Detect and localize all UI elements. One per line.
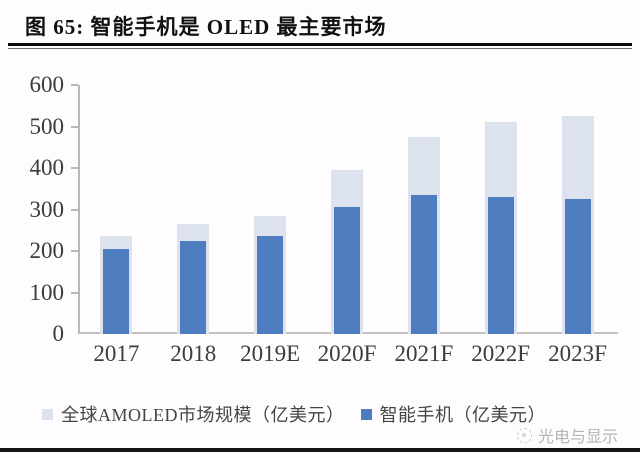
y-axis-tick: [71, 208, 78, 211]
y-axis-label: 100: [29, 279, 65, 305]
y-axis-label: 300: [29, 196, 65, 222]
bar-smartphone: [410, 194, 437, 334]
figure-title: 图 65: 智能手机是 OLED 最主要市场: [25, 15, 387, 39]
bar-smartphone: [334, 207, 360, 334]
watermark-text: 光电与显示: [537, 429, 618, 446]
x-axis-label: 2018: [170, 341, 217, 366]
legend-label: 智能手机（亿美元）: [379, 405, 546, 425]
bar-smartphone: [257, 236, 284, 334]
legend-swatch: [360, 408, 372, 420]
bar-smartphone: [103, 248, 130, 334]
y-axis-label: 600: [29, 72, 65, 97]
title-rule-thick: [8, 43, 632, 46]
x-axis-label: 2021F: [394, 341, 454, 366]
y-axis-tick: [71, 125, 78, 128]
x-axis-label: 2022F: [471, 341, 531, 366]
legend-swatch: [42, 408, 53, 420]
y-axis-tick: [71, 291, 78, 294]
watermark: 光电与显示: [516, 423, 618, 447]
x-axis-label: 2023F: [548, 341, 607, 366]
legend-item: 全球AMOLED市场规模（亿美元）: [42, 401, 345, 427]
legend-item: 智能手机（亿美元）: [360, 401, 547, 427]
title-rule-thin: [8, 48, 632, 49]
y-axis-tick: [71, 250, 78, 252]
bar-smartphone: [487, 197, 514, 334]
x-axis-label: 2020F: [317, 341, 377, 366]
y-axis-tick: [71, 84, 78, 86]
bottom-rule: [0, 448, 640, 452]
x-axis-label: 2017: [93, 341, 140, 366]
y-axis-label: 200: [29, 238, 65, 263]
y-axis-tick: [71, 167, 78, 169]
chart-legend: 全球AMOLED市场规模（亿美元） 智能手机（亿美元）: [42, 401, 546, 427]
bar-smartphone: [564, 199, 591, 334]
y-axis-label: 400: [29, 155, 65, 180]
y-axis-label: 0: [52, 321, 65, 346]
x-axis-label: 2019E: [240, 341, 301, 366]
y-axis-label: 500: [29, 113, 65, 139]
bar-smartphone: [180, 240, 207, 334]
watermark-logo-icon: [516, 427, 532, 443]
legend-label: 全球AMOLED市场规模（亿美元）: [61, 405, 345, 425]
